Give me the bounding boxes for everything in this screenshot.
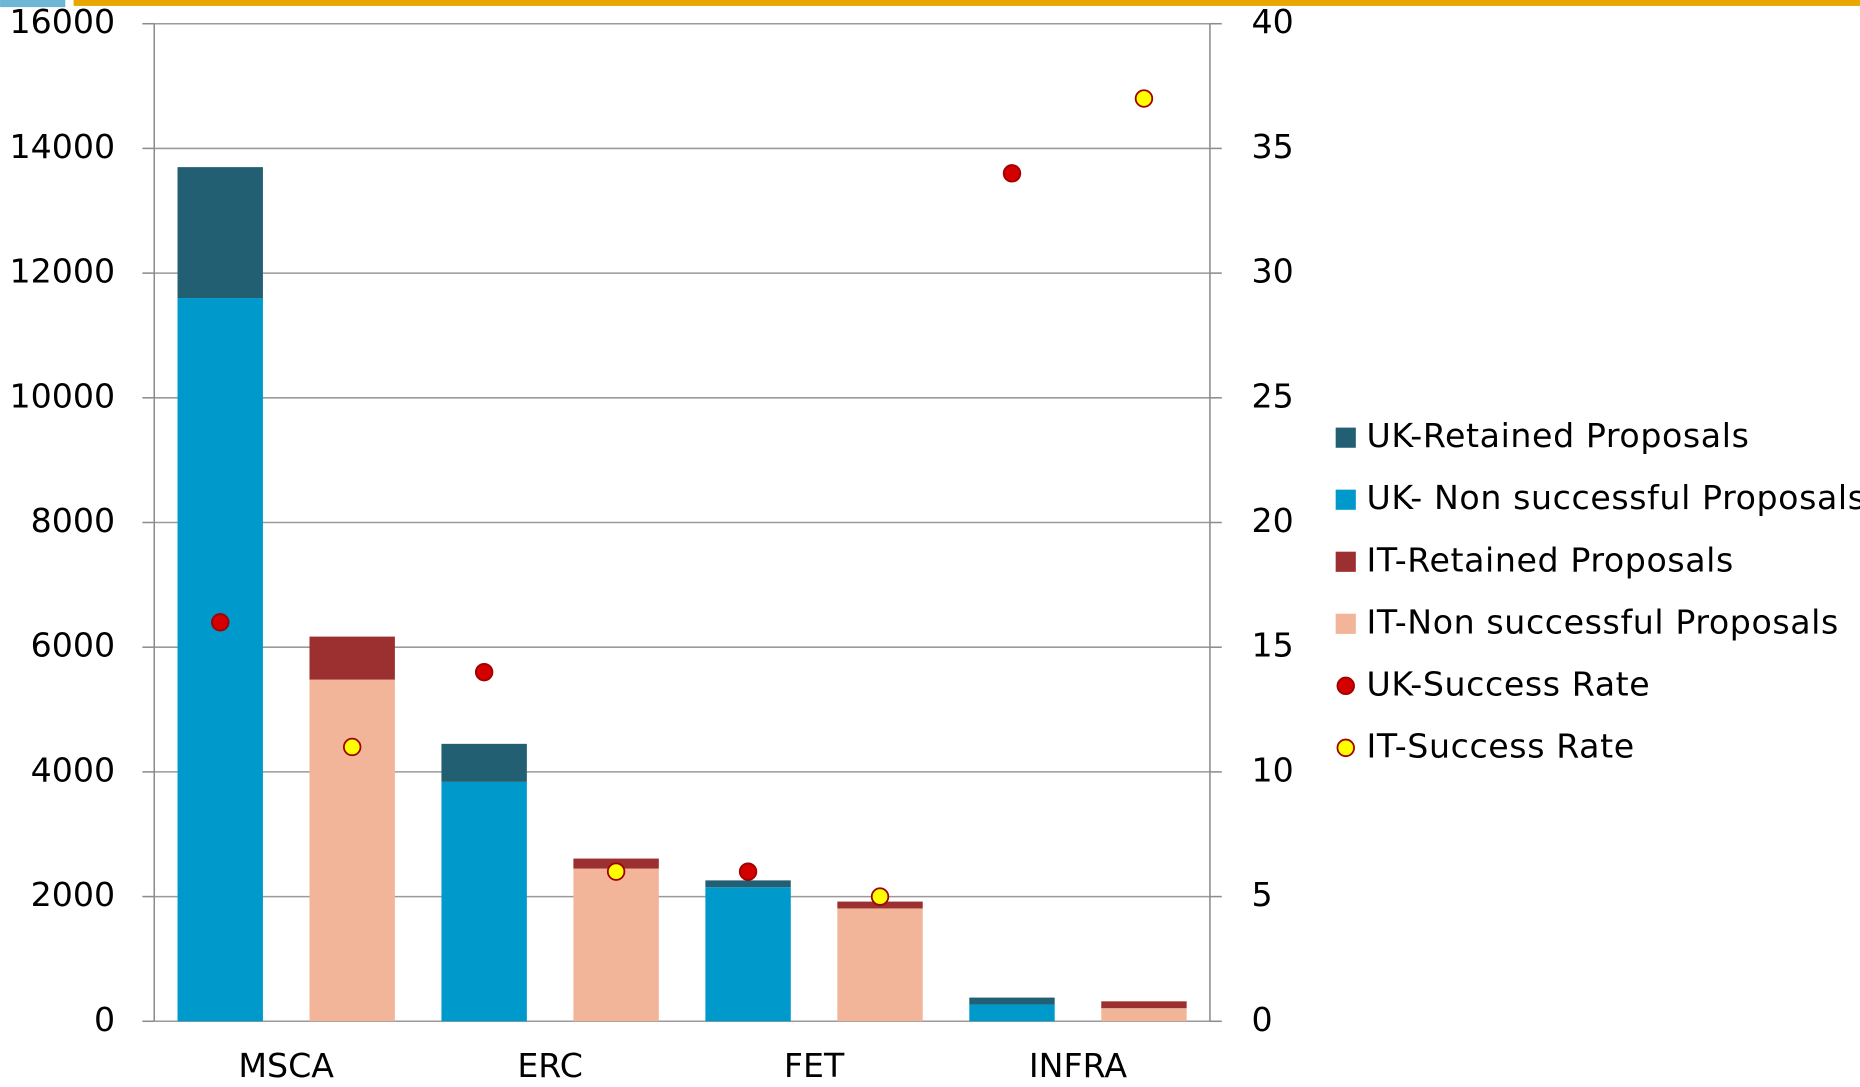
bar	[705, 887, 791, 1022]
y2-tick-label: 15	[1251, 626, 1293, 665]
point	[870, 887, 890, 906]
legend-label: IT-Success Rate	[1367, 726, 1635, 765]
y-tick-label: 8000	[31, 501, 116, 540]
point	[474, 662, 494, 682]
y-tick-label: 4000	[31, 750, 116, 789]
bar	[309, 636, 395, 680]
top-accent	[0, 0, 66, 8]
x-tick-label: INFRA	[1029, 1046, 1127, 1085]
y2-tick-label: 40	[1251, 2, 1293, 41]
bar	[969, 1004, 1055, 1022]
bar	[969, 997, 1055, 1005]
point	[342, 737, 362, 757]
bar	[177, 167, 263, 299]
y-tick-label: 0	[94, 1000, 115, 1039]
legend-swatch	[1335, 489, 1356, 510]
y-tick-label: 16000	[9, 2, 115, 41]
y-tick-label: 2000	[31, 875, 116, 914]
y-tick-label: 10000	[9, 376, 115, 415]
y2-tick-label: 35	[1251, 127, 1293, 166]
bar	[837, 908, 923, 1022]
bar	[1101, 1001, 1187, 1009]
x-tick-label: ERC	[517, 1046, 583, 1085]
y2-tick-label: 5	[1251, 875, 1272, 914]
y2-tick-label: 10	[1251, 750, 1293, 789]
y-tick-label: 14000	[9, 127, 115, 166]
legend-label: IT-Retained Proposals	[1367, 540, 1734, 579]
legend-label: IT-Non successful Proposals	[1367, 602, 1839, 641]
y-tick-label: 12000	[9, 252, 115, 291]
point	[738, 862, 758, 881]
point	[211, 613, 230, 632]
y2-tick-label: 25	[1251, 376, 1293, 415]
bar	[441, 743, 527, 782]
legend-label: UK- Non successful Proposals	[1367, 478, 1860, 517]
x-tick-label: MSCA	[238, 1046, 334, 1085]
x-tick-label: FET	[784, 1046, 845, 1085]
bar	[573, 868, 659, 1022]
bar	[705, 880, 791, 888]
y2-tick-label: 0	[1251, 1000, 1272, 1039]
legend-marker	[1336, 676, 1355, 696]
legend-marker	[1336, 738, 1355, 758]
bar	[441, 781, 527, 1022]
y2-tick-label: 30	[1251, 252, 1293, 291]
top-rule	[73, 0, 1860, 6]
legend-swatch	[1335, 613, 1356, 634]
y2-tick-label: 20	[1251, 501, 1293, 540]
y-tick-label: 6000	[31, 626, 116, 665]
point	[606, 862, 626, 881]
legend-label: UK-Success Rate	[1367, 664, 1651, 703]
bar	[177, 298, 263, 1022]
legend-swatch	[1335, 427, 1356, 448]
legend-swatch	[1335, 551, 1356, 572]
bar	[309, 679, 395, 1022]
point	[1002, 164, 1022, 183]
point	[1134, 89, 1154, 108]
bar	[1101, 1008, 1187, 1022]
legend-label: UK-Retained Proposals	[1367, 416, 1750, 455]
